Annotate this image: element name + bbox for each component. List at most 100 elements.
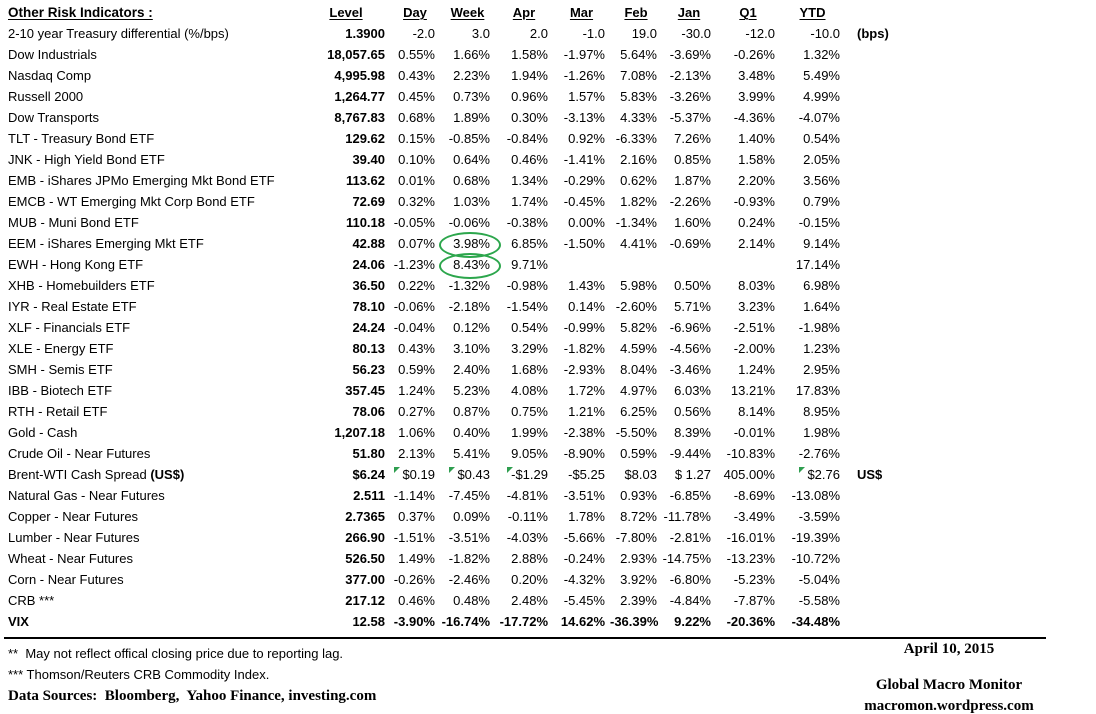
- row-label: EMCB - WT Emerging Mkt Corp Bond ETF: [8, 194, 255, 209]
- unit-cell: [845, 590, 928, 611]
- value-cell: 4.41%: [620, 236, 657, 251]
- unit-cell: [845, 317, 928, 338]
- value-cell: 0.59%: [620, 446, 657, 461]
- value-cell: 1.94%: [511, 68, 548, 83]
- unit-cell: [845, 443, 928, 464]
- level-cell: $6.24: [352, 467, 385, 482]
- value-cell: 3.48%: [738, 68, 775, 83]
- value-cell: 0.32%: [398, 194, 435, 209]
- row-label: XLE - Energy ETF: [8, 341, 114, 356]
- value-cell: 2.40%: [453, 362, 490, 377]
- table-row: XLF - Financials ETF 24.24 -0.04% 0.12% …: [8, 317, 928, 338]
- value-cell: -0.04%: [393, 320, 435, 335]
- value-cell: 1.32%: [803, 47, 840, 62]
- row-label: IYR - Real Estate ETF: [8, 299, 137, 314]
- value-cell: 0.87%: [453, 404, 490, 419]
- value-cell: -12.0: [745, 26, 775, 41]
- value-cell: 2.0: [529, 26, 548, 41]
- value-cell: 1.68%: [511, 362, 548, 377]
- right-footer: April 10, 2015 Global Macro Monitor macr…: [846, 639, 1052, 714]
- value-cell: 3.29%: [511, 341, 548, 356]
- value-cell: -0.06%: [448, 215, 490, 230]
- row-label: RTH - Retail ETF: [8, 404, 108, 419]
- report-date: April 10, 2015: [903, 641, 995, 657]
- col-header-mar: Mar: [569, 5, 594, 20]
- value-cell: 1.99%: [511, 425, 548, 440]
- unit-cell: [845, 569, 928, 590]
- table-row: Copper - Near Futures 2.7365 0.37% 0.09%…: [8, 506, 928, 527]
- level-cell: 12.58: [352, 614, 385, 629]
- value-cell: 4.33%: [620, 110, 657, 125]
- footnote-crb-index: *** Thomson/Reuters CRB Commodity Index.: [8, 667, 270, 682]
- level-cell: 1,264.77: [334, 89, 385, 104]
- value-cell: 0.75%: [511, 404, 548, 419]
- value-cell: -6.85%: [669, 488, 711, 503]
- value-cell: -8.69%: [733, 488, 775, 503]
- value-cell: 0.20%: [511, 572, 548, 587]
- level-cell: 78.10: [352, 299, 385, 314]
- value-cell: 0.40%: [453, 425, 490, 440]
- value-cell: 1.66%: [453, 47, 490, 62]
- value-cell: -0.29%: [563, 173, 605, 188]
- row-label: Copper - Near Futures: [8, 509, 139, 524]
- comment-triangle-icon: [394, 467, 400, 473]
- value-cell: -4.56%: [669, 341, 711, 356]
- value-cell: -1.82%: [448, 551, 490, 566]
- value-cell: -1.23%: [393, 257, 435, 272]
- table-row: Crude Oil - Near Futures 51.80 2.13% 5.4…: [8, 443, 928, 464]
- table-row: EEM - iShares Emerging Mkt ETF 42.88 0.0…: [8, 232, 928, 258]
- value-cell: 0.96%: [511, 89, 548, 104]
- value-cell: 3.56%: [803, 173, 840, 188]
- col-header-apr: Apr: [512, 5, 536, 20]
- value-cell: 6.03%: [674, 383, 711, 398]
- value-cell: $8.03: [624, 467, 657, 482]
- unit-cell: [845, 212, 928, 233]
- value-cell: 0.01%: [398, 173, 435, 188]
- table-row: EMCB - WT Emerging Mkt Corp Bond ETF 72.…: [8, 191, 928, 212]
- value-cell: -1.0: [582, 26, 605, 41]
- row-label: Russell 2000: [8, 89, 84, 104]
- unit-cell: [845, 86, 928, 107]
- unit-cell: [845, 506, 928, 527]
- value-cell: -3.90%: [393, 614, 435, 629]
- value-cell: -2.0: [412, 26, 435, 41]
- value-cell: -0.15%: [798, 215, 840, 230]
- value-cell: -2.81%: [669, 530, 711, 545]
- value-cell: -0.45%: [563, 194, 605, 209]
- value-cell: -3.51%: [448, 530, 490, 545]
- value-cell: -6.96%: [669, 320, 711, 335]
- value-cell: -0.24%: [563, 551, 605, 566]
- value-cell: 0.92%: [568, 131, 605, 146]
- value-cell: 0.43%: [398, 68, 435, 83]
- table-row: XHB - Homebuilders ETF 36.50 0.22% -1.32…: [8, 275, 928, 296]
- value-cell: 0.54%: [511, 320, 548, 335]
- level-cell: 24.06: [352, 257, 385, 272]
- value-cell: 2.23%: [453, 68, 490, 83]
- comment-triangle-icon: [799, 467, 805, 473]
- value-cell: 0.30%: [511, 110, 548, 125]
- value-cell: -1.41%: [563, 152, 605, 167]
- value-cell: 5.71%: [674, 299, 711, 314]
- unit-cell: [845, 422, 928, 443]
- value-cell: 8.43%: [439, 253, 501, 279]
- row-label: Wheat - Near Futures: [8, 551, 133, 566]
- value-cell: 4.97%: [620, 383, 657, 398]
- value-cell: -7.80%: [615, 530, 657, 545]
- table-row: CRB *** 217.12 0.46% 0.48% 2.48% -5.45% …: [8, 590, 928, 611]
- value-cell: 1.64%: [803, 299, 840, 314]
- row-label: XHB - Homebuilders ETF: [8, 278, 155, 293]
- value-cell: 9.14%: [803, 236, 840, 251]
- value-cell: 0.43%: [398, 341, 435, 356]
- value-cell: 5.98%: [620, 278, 657, 293]
- level-cell: 42.88: [352, 236, 385, 251]
- value-cell: 3.10%: [453, 341, 490, 356]
- value-cell: 7.08%: [620, 68, 657, 83]
- unit-cell: [845, 44, 928, 65]
- value-cell: -34.48%: [791, 614, 840, 629]
- level-cell: 357.45: [345, 383, 385, 398]
- value-cell: 0.14%: [568, 299, 605, 314]
- value-cell: 0.54%: [803, 131, 840, 146]
- value-cell: 0.27%: [398, 404, 435, 419]
- value-cell: 0.37%: [398, 509, 435, 524]
